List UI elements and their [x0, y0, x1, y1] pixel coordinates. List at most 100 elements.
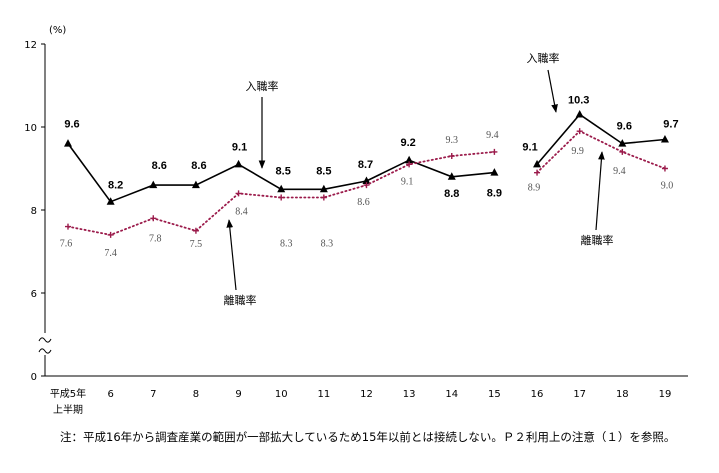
series-line-segment — [536, 113, 666, 165]
data-label: 9.2 — [400, 137, 415, 149]
data-label: 7.4 — [104, 248, 117, 259]
data-label: 8.8 — [444, 188, 459, 200]
data-label: 7.8 — [149, 233, 162, 244]
x-tick-label: 11 — [317, 389, 330, 400]
data-point — [661, 165, 668, 172]
x-tick-label: 平成5年上半期 — [50, 387, 86, 416]
data-point — [491, 148, 498, 155]
series-1: 9.6 8.2 8.6 8.6 9.1 8.5 8.5 8.7 9.2 8.8 8.9 9.1 10.3… — [64, 95, 679, 205]
series-line-segment — [536, 130, 666, 174]
data-point — [192, 227, 199, 234]
y-tick-group: 0 6 8 10 12 — [24, 40, 45, 383]
callout-arrow-sep-right — [595, 151, 605, 231]
data-point — [534, 169, 541, 176]
data-label: 9.0 — [661, 181, 674, 192]
x-tick-label: 16 — [531, 389, 544, 400]
data-point — [490, 168, 499, 176]
x-tick-label: 14 — [445, 389, 458, 400]
x-tick-label-line: 19 — [659, 389, 672, 400]
x-tick-label-line: 13 — [403, 389, 416, 400]
data-point — [575, 110, 584, 118]
data-label: 9.3 — [446, 135, 459, 146]
callout-label-hire-left: 入職率 — [246, 79, 279, 93]
x-tick-label-line: 10 — [275, 389, 288, 400]
data-label: 8.5 — [316, 165, 331, 177]
data-label: 9.1 — [401, 176, 414, 187]
x-tick-label: 18 — [616, 389, 629, 400]
data-point — [447, 172, 456, 180]
data-label: 8.5 — [276, 165, 291, 177]
x-tick-label-line: 17 — [573, 389, 586, 400]
x-tick-label: 8 — [193, 389, 199, 400]
data-point — [107, 231, 114, 238]
data-point — [149, 180, 158, 189]
data-label: 8.6 — [152, 160, 167, 172]
footnote: 注：平成16年から調査産業の範囲が一部拡大しているため15年以前とは接続しない。… — [60, 430, 675, 444]
data-label: 9.1 — [522, 141, 537, 153]
series-2: 7.6 7.4 7.8 7.5 8.4 8.3 8.3 8.6 9.1 9.3 9.4 8.9 9.9 9… — [60, 128, 673, 259]
callout-label-hire-right: 入職率 — [527, 51, 560, 65]
callout-arrow-hire-right — [547, 69, 558, 113]
x-tick-group: 平成5年上半期 6 7 8 9 10 11 12 13 14 15 16 17 18 19 — [50, 387, 672, 416]
x-tick-label-line: 14 — [445, 389, 458, 400]
x-tick-label: 7 — [150, 389, 156, 400]
x-tick-label: 17 — [573, 389, 586, 400]
data-point — [106, 197, 115, 205]
data-label: 8.3 — [280, 239, 293, 250]
axes — [38, 44, 688, 377]
x-tick-label: 15 — [488, 389, 501, 400]
data-point — [405, 155, 414, 164]
data-point — [362, 176, 371, 184]
series-line-segment — [67, 151, 496, 236]
data-point — [277, 184, 286, 193]
data-point — [234, 159, 243, 168]
data-label: 8.9 — [528, 183, 541, 194]
x-tick-label: 13 — [403, 389, 416, 400]
y-unit-label: (%) — [49, 25, 66, 36]
data-point — [619, 148, 626, 155]
data-point — [576, 128, 583, 135]
data-label: 10.3 — [568, 95, 589, 107]
x-tick-label-line: 18 — [616, 389, 629, 400]
data-label: 8.3 — [321, 239, 334, 250]
x-tick-label: 9 — [235, 389, 241, 400]
y-tick-label: 12 — [24, 40, 37, 51]
callouts: 入職率 入職率 離職率 離職率 — [224, 51, 614, 307]
data-label: 9.6 — [64, 119, 79, 131]
x-tick-label-line: 11 — [317, 389, 330, 400]
x-tick-label: 12 — [360, 389, 373, 400]
data-label: 9.9 — [571, 146, 584, 157]
axis-break-mark — [38, 337, 52, 343]
x-tick-label-line: 6 — [107, 389, 113, 400]
x-tick-label: 19 — [659, 389, 672, 400]
data-point — [191, 180, 200, 189]
data-label: 9.7 — [663, 118, 678, 130]
x-tick-label-line: 15 — [488, 389, 501, 400]
x-tick-label-line: 上半期 — [53, 403, 83, 416]
data-point — [320, 194, 327, 201]
x-tick-label: 6 — [107, 389, 113, 400]
data-point — [533, 159, 542, 168]
data-point — [618, 139, 627, 147]
data-label: 7.6 — [60, 239, 73, 250]
data-point — [64, 139, 72, 147]
x-tick-label-line: 8 — [193, 389, 199, 400]
data-label: 9.1 — [232, 141, 247, 153]
data-label: 7.5 — [190, 239, 203, 250]
y-tick-label: 10 — [24, 123, 37, 134]
data-point — [278, 194, 285, 201]
x-tick-label-line: 9 — [235, 389, 241, 400]
data-label: 9.4 — [486, 130, 499, 141]
data-label: 8.9 — [487, 188, 502, 200]
y-tick-label: 8 — [31, 206, 37, 217]
data-point — [235, 190, 242, 197]
data-label: 8.7 — [358, 159, 373, 171]
series-layer: 9.6 8.2 8.6 8.6 9.1 8.5 8.5 8.7 9.2 8.8 8.9 9.1 10.3… — [60, 95, 679, 259]
data-point — [406, 161, 413, 168]
data-point — [660, 134, 669, 143]
x-tick-label-line: 平成5年 — [50, 387, 86, 400]
x-tick-label-line: 16 — [531, 389, 544, 400]
data-point — [363, 182, 370, 189]
data-label: 8.2 — [108, 180, 123, 192]
